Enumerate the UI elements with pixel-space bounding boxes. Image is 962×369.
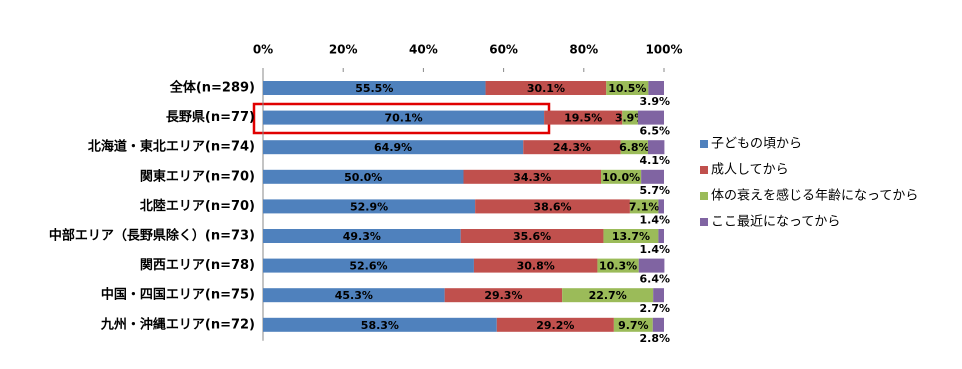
value-label: 34.3% <box>513 171 551 184</box>
bar-segment <box>263 169 464 184</box>
value-label: 1.4% <box>639 243 670 256</box>
legend-label: ここ最近になってから <box>711 215 840 230</box>
bar-segment <box>637 110 664 125</box>
value-label: 30.8% <box>517 260 555 273</box>
value-label: 6.4% <box>639 273 670 286</box>
bar-segment <box>473 258 598 273</box>
bar-segment <box>263 317 497 332</box>
bar-segment <box>263 110 545 125</box>
value-label: 45.3% <box>335 289 373 302</box>
bar-segment <box>263 258 474 273</box>
bar-segment <box>496 317 614 332</box>
bar-segment <box>544 110 623 125</box>
category-label: 九州・沖縄エリア(n=72) <box>100 316 255 332</box>
category-label: 全体(n=289) <box>169 80 255 96</box>
bar-segment <box>263 229 461 243</box>
value-label: 5.7% <box>639 184 670 197</box>
value-label: 52.6% <box>349 260 387 273</box>
bar-segment <box>622 110 638 125</box>
bar-segment <box>613 317 653 332</box>
value-label: 2.7% <box>639 302 670 315</box>
bar-segment <box>263 140 524 155</box>
value-label: 55.5% <box>355 82 393 95</box>
category-label: 北陸エリア(n=70) <box>140 198 255 214</box>
legend-marker <box>700 166 708 174</box>
value-label: 10.5% <box>608 82 646 95</box>
bar-segment <box>638 258 665 273</box>
x-tick-label: 80% <box>569 43 598 57</box>
legend-marker <box>700 140 708 148</box>
value-label: 29.2% <box>536 319 574 332</box>
x-tick-label: 20% <box>329 43 358 57</box>
category-label: 関西エリア(n=78) <box>140 258 255 273</box>
x-tick-label: 40% <box>409 43 438 57</box>
legend-marker <box>700 218 708 226</box>
legend-label: 成人してから <box>711 163 789 178</box>
value-label: 1.4% <box>639 213 670 226</box>
value-label: 9.7% <box>618 319 649 332</box>
bar-segment <box>648 81 664 95</box>
value-label: 6.5% <box>639 125 670 138</box>
bar-segment <box>597 258 639 273</box>
value-label: 3.9% <box>615 112 646 125</box>
value-label: 19.5% <box>564 112 602 125</box>
value-label: 70.1% <box>384 112 422 125</box>
bar-segment <box>606 81 649 95</box>
category-label: 長野県(n=77) <box>166 110 255 125</box>
bar-segment <box>460 229 604 243</box>
value-label: 49.3% <box>343 230 381 243</box>
legend-label: 体の衰えを感じる年齢になってから <box>711 188 918 204</box>
bar-segment <box>463 169 602 184</box>
bar-segment <box>263 81 486 95</box>
value-label: 2.8% <box>639 332 670 345</box>
bar-segment <box>603 229 659 243</box>
value-label: 10.0% <box>602 171 640 184</box>
value-label: 52.9% <box>350 200 388 213</box>
value-label: 4.1% <box>639 154 670 167</box>
value-label: 24.3% <box>553 141 591 154</box>
value-label: 7.1% <box>629 200 660 213</box>
value-label: 22.7% <box>589 289 627 302</box>
bar-segment <box>658 199 664 214</box>
value-label: 58.3% <box>361 319 399 332</box>
value-label: 30.1% <box>527 82 565 95</box>
value-label: 6.8% <box>619 141 650 154</box>
category-label: 中国・四国エリア(n=75) <box>101 287 255 303</box>
bar-segment <box>652 317 664 332</box>
bar-segment <box>444 288 563 303</box>
bar-segment <box>653 288 664 303</box>
value-label: 13.7% <box>612 230 650 243</box>
bar-segment <box>620 140 648 155</box>
legend-label: 子どもの頃から <box>711 137 802 152</box>
value-label: 35.6% <box>513 230 551 243</box>
value-label: 50.0% <box>344 171 382 184</box>
bar-segment <box>641 169 664 184</box>
bar-segment <box>263 288 445 303</box>
category-label: 北海道・東北エリア(n=74) <box>88 139 255 155</box>
bar-segment <box>562 288 654 303</box>
value-label: 10.3% <box>599 260 637 273</box>
bar-segment <box>601 169 642 184</box>
category-label: 中部エリア（長野県除く）(n=73) <box>49 228 255 244</box>
legend-marker <box>700 192 708 200</box>
bar-segment <box>475 199 630 214</box>
bar-segment <box>523 140 621 155</box>
value-label: 29.3% <box>484 289 522 302</box>
value-label: 3.9% <box>639 95 670 108</box>
bar-segment <box>658 229 664 243</box>
bar-segment <box>263 199 476 214</box>
bar-segment <box>485 81 607 95</box>
x-tick-label: 60% <box>489 43 518 57</box>
bar-segment <box>629 199 659 214</box>
x-tick-label: 0% <box>253 43 273 57</box>
x-tick-label: 100% <box>645 43 682 57</box>
category-label: 関東エリア(n=70) <box>140 168 255 184</box>
value-label: 38.6% <box>533 200 571 213</box>
bar-segment <box>647 140 665 155</box>
value-label: 64.9% <box>374 141 412 154</box>
